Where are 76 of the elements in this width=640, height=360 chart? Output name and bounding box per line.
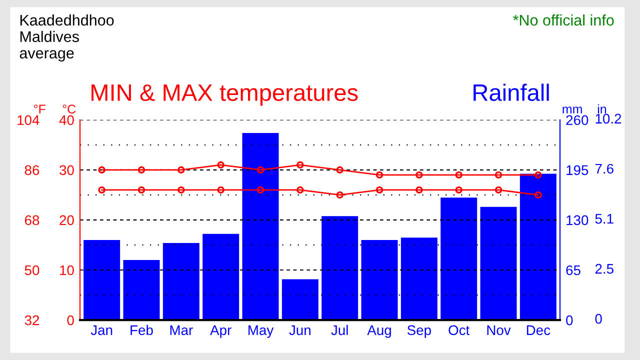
- y-tick-label: 40: [59, 115, 74, 126]
- x-tick-label: Jan: [90, 325, 112, 336]
- x-tick-label: Apr: [210, 325, 232, 338]
- point: [376, 186, 384, 194]
- point: [376, 171, 384, 179]
- bar: [440, 198, 478, 320]
- bar: [520, 174, 556, 320]
- point: [296, 161, 304, 169]
- bar: [282, 279, 318, 320]
- x-tick-label: May: [248, 325, 274, 338]
- point: [138, 186, 146, 194]
- text: 7.6: [595, 164, 614, 174]
- y3-tick-label: 50: [24, 265, 40, 276]
- bar: [480, 206, 517, 320]
- bar: [322, 216, 358, 320]
- y2-axis-title: mm: [562, 106, 582, 114]
- point: [256, 186, 264, 194]
- text: 10.2: [596, 114, 622, 124]
- point: [138, 166, 146, 174]
- x-tick-label: Dec: [526, 325, 550, 336]
- text: in: [598, 104, 606, 114]
- point: [494, 186, 502, 194]
- y-tick-label: 10: [60, 265, 74, 276]
- x-tick-label: Feb: [130, 324, 153, 336]
- y-tick-label: 20: [60, 215, 74, 226]
- y3-tick-label: 86: [24, 165, 40, 176]
- point: [416, 186, 423, 194]
- point: [98, 186, 106, 194]
- point: [534, 171, 542, 179]
- x-tick-label: Nov: [487, 325, 511, 336]
- y2-tick-label: 0: [566, 315, 573, 326]
- bar: [123, 260, 160, 320]
- point: [416, 171, 423, 179]
- chart-subtitle: Rainfall: [474, 84, 549, 102]
- y3-tick-label: 32: [24, 315, 40, 326]
- bar: [162, 243, 200, 320]
- point: [494, 171, 502, 179]
- y-tick-label: 0: [67, 315, 74, 326]
- x-tick-label: Jun: [289, 325, 310, 336]
- point: [178, 166, 185, 174]
- chart-title: MIN & MAX temperatures: [92, 84, 358, 106]
- y2-tick-label: 260: [566, 115, 588, 126]
- text: 2.5: [595, 264, 614, 274]
- text: 0: [595, 314, 602, 324]
- point: [256, 166, 264, 174]
- y3-axis-title: °F: [34, 104, 46, 114]
- point: [98, 166, 106, 174]
- point: [455, 171, 462, 179]
- point: [336, 191, 344, 199]
- x-tick-label: Mar: [170, 325, 193, 336]
- text: Kaadedhdhoo Maldives average: [20, 14, 114, 62]
- point: [178, 186, 185, 194]
- y3-tick-label: 104: [18, 115, 40, 126]
- bar: [202, 234, 240, 320]
- bar: [400, 238, 438, 320]
- y-tick-label: 30: [60, 165, 74, 176]
- x-tick-label: Jul: [331, 324, 348, 336]
- text: 5.1: [595, 214, 614, 224]
- point: [296, 186, 304, 194]
- y3-tick-label: 68: [24, 215, 40, 226]
- point: [217, 161, 224, 169]
- y2-tick-label: 195: [566, 165, 588, 176]
- text: *No official info: [513, 14, 614, 26]
- bar: [361, 240, 398, 320]
- point: [336, 166, 344, 174]
- bar: [242, 132, 279, 320]
- y2-tick-label: 65: [566, 265, 580, 276]
- point: [455, 186, 462, 194]
- point: [217, 186, 224, 194]
- bar: [84, 240, 120, 320]
- y2-tick-label: 130: [566, 215, 588, 226]
- x-tick-label: Sep: [407, 325, 431, 338]
- point: [534, 191, 542, 199]
- x-tick-label: Oct: [448, 325, 470, 336]
- y-axis-title: °C: [62, 104, 76, 114]
- x-tick-label: Aug: [367, 325, 391, 338]
